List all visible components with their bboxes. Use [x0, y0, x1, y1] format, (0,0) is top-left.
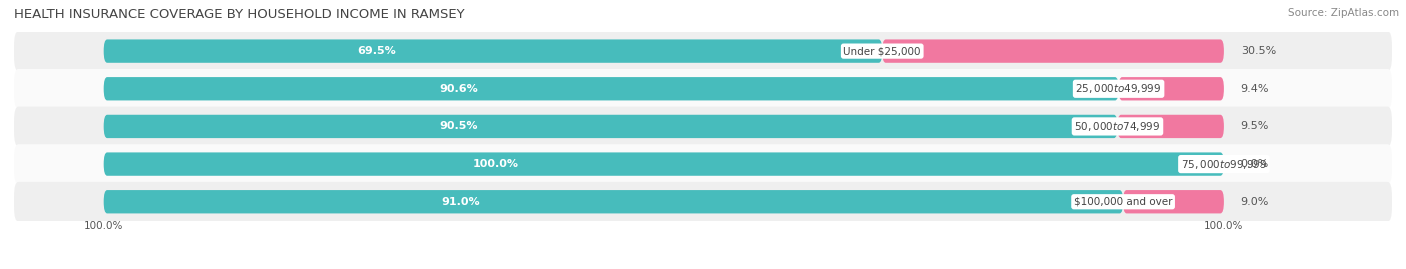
FancyBboxPatch shape	[1123, 190, 1223, 213]
Text: 90.6%: 90.6%	[440, 84, 478, 94]
FancyBboxPatch shape	[1118, 115, 1223, 138]
FancyBboxPatch shape	[104, 153, 1223, 176]
FancyBboxPatch shape	[14, 144, 1392, 184]
FancyBboxPatch shape	[14, 31, 1392, 71]
Text: 9.4%: 9.4%	[1240, 84, 1270, 94]
FancyBboxPatch shape	[14, 107, 1392, 146]
Text: $25,000 to $49,999: $25,000 to $49,999	[1076, 82, 1161, 95]
FancyBboxPatch shape	[104, 115, 1118, 138]
Text: 30.5%: 30.5%	[1240, 46, 1277, 56]
FancyBboxPatch shape	[104, 190, 1123, 213]
FancyBboxPatch shape	[104, 40, 882, 63]
Text: 90.5%: 90.5%	[439, 121, 478, 132]
Text: 91.0%: 91.0%	[441, 197, 479, 207]
FancyBboxPatch shape	[14, 69, 1392, 109]
Text: 9.5%: 9.5%	[1240, 121, 1270, 132]
Text: $100,000 and over: $100,000 and over	[1074, 197, 1173, 207]
Text: 69.5%: 69.5%	[357, 46, 395, 56]
FancyBboxPatch shape	[1119, 77, 1223, 100]
Text: HEALTH INSURANCE COVERAGE BY HOUSEHOLD INCOME IN RAMSEY: HEALTH INSURANCE COVERAGE BY HOUSEHOLD I…	[14, 8, 465, 21]
FancyBboxPatch shape	[882, 40, 1223, 63]
Text: 0.0%: 0.0%	[1240, 159, 1270, 169]
Text: 100.0%: 100.0%	[472, 159, 519, 169]
Text: 100.0%: 100.0%	[1204, 221, 1243, 231]
Text: 9.0%: 9.0%	[1240, 197, 1270, 207]
Text: Under $25,000: Under $25,000	[844, 46, 921, 56]
Text: $75,000 to $99,999: $75,000 to $99,999	[1181, 158, 1267, 171]
FancyBboxPatch shape	[104, 77, 1119, 100]
Text: $50,000 to $74,999: $50,000 to $74,999	[1074, 120, 1160, 133]
FancyBboxPatch shape	[14, 182, 1392, 222]
Text: 100.0%: 100.0%	[84, 221, 124, 231]
Text: Source: ZipAtlas.com: Source: ZipAtlas.com	[1288, 8, 1399, 18]
